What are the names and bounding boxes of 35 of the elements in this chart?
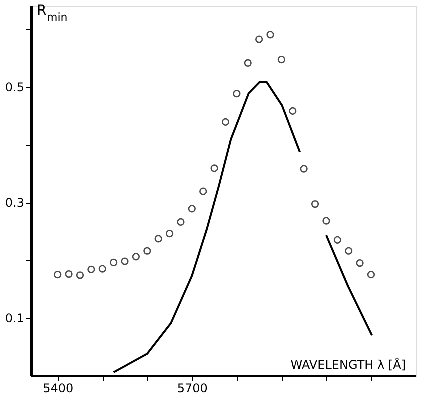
- point: [289, 107, 297, 116]
- point: [278, 56, 286, 64]
- point: [255, 36, 264, 44]
- point: [334, 236, 342, 244]
- point: [356, 259, 364, 268]
- point: [188, 205, 196, 213]
- point: [300, 165, 308, 173]
- point: [76, 272, 84, 280]
- point: [110, 258, 118, 266]
- y-tick-label: 0.5: [5, 80, 24, 94]
- y-tick-label: 0.3: [5, 196, 24, 210]
- x-tick-label: 5400: [43, 382, 74, 396]
- point: [98, 265, 106, 273]
- point: [154, 235, 162, 243]
- point: [233, 90, 241, 98]
- point: [222, 118, 230, 126]
- x-tick-label: 5700: [177, 382, 208, 396]
- point: [200, 188, 208, 196]
- point: [54, 271, 62, 279]
- point: [266, 31, 274, 39]
- point: [345, 247, 353, 255]
- point: [177, 218, 185, 226]
- point: [311, 200, 320, 208]
- point: [322, 217, 330, 225]
- point: [166, 230, 174, 238]
- point: [132, 253, 140, 261]
- point: [244, 59, 252, 68]
- point: [144, 247, 152, 255]
- point: [121, 258, 129, 266]
- y-tick-label: 0.1: [5, 312, 24, 326]
- point: [367, 271, 376, 279]
- point: [88, 266, 96, 274]
- point: [210, 164, 218, 172]
- point: [65, 270, 73, 278]
- x-axis-title: WAVELENGTH λ [Å]: [290, 357, 406, 372]
